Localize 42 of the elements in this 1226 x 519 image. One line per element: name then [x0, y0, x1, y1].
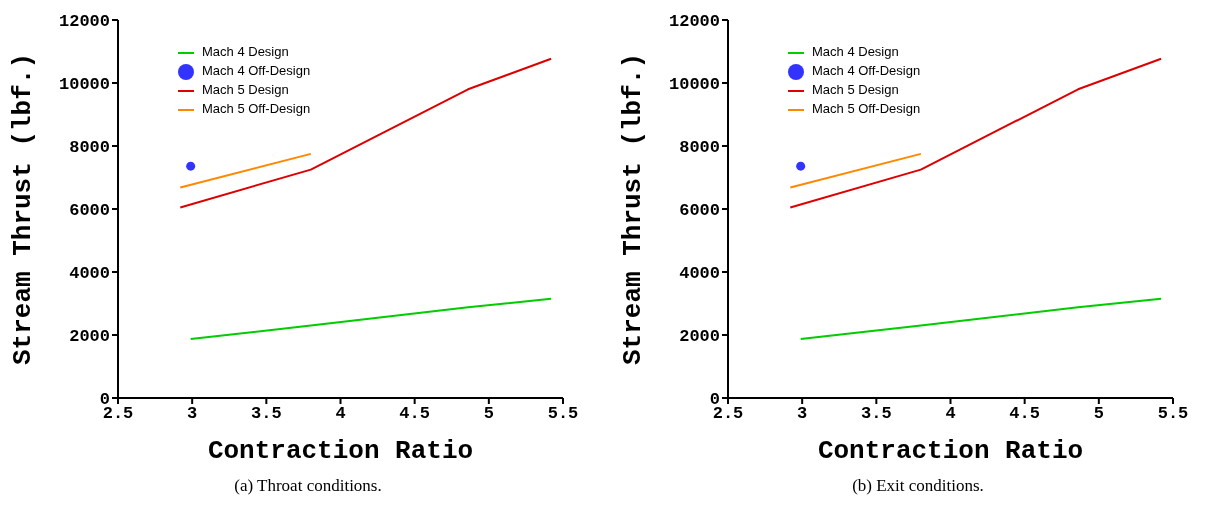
legend-label: Mach 4 Design [812, 44, 899, 59]
line-series [789, 57, 1163, 209]
x-axis-title: Contraction Ratio [207, 436, 474, 466]
y-tick-label: 4000 [69, 264, 110, 284]
y-tick-label: 8000 [679, 138, 720, 158]
y-tick-label: 10000 [58, 75, 110, 95]
line-series [799, 297, 1163, 341]
y-axis-title: Stream Thrust (lbf.) [618, 52, 649, 366]
x-tick-label: 4 [945, 404, 956, 424]
legend-label: Mach 4 Off-Design [812, 63, 921, 78]
y-tick-label: 2000 [69, 327, 110, 347]
x-tick-label: 3.5 [251, 404, 282, 424]
y-axis-title: Stream Thrust (lbf.) [8, 52, 39, 366]
x-tick-label: 5.5 [547, 404, 579, 424]
y-tick-label: 10000 [668, 75, 720, 95]
legend-label: Mach 4 Design [202, 44, 289, 59]
x-tick-label: 3 [187, 404, 198, 424]
legend-label: Mach 5 Design [202, 82, 289, 97]
line-series [179, 57, 553, 209]
y-tick-label: 6000 [69, 201, 110, 221]
legend-label: Mach 5 Design [812, 82, 899, 97]
text: (a) Throat conditions. [233, 476, 383, 496]
y-tick-label: 6000 [679, 201, 720, 221]
y-tick-label: 4000 [679, 264, 720, 284]
y-tick-label: 2000 [679, 327, 720, 347]
y-tick-label: 12000 [668, 12, 720, 32]
y-tick-label: 8000 [69, 138, 110, 158]
legend-label: Mach 4 Off-Design [202, 63, 311, 78]
legend-label: Mach 5 Off-Design [202, 101, 311, 116]
y-tick-label: 12000 [58, 12, 110, 32]
line-series [189, 297, 553, 341]
x-tick-label: 3 [797, 404, 808, 424]
x-tick-label: 4 [335, 404, 346, 424]
text: (b) Exit conditions. [851, 476, 985, 496]
x-tick-label: 5.5 [1157, 404, 1189, 424]
x-tick-label: 5 [1093, 404, 1104, 424]
x-tick-label: 5 [483, 404, 494, 424]
x-tick-label: 4.5 [399, 404, 430, 424]
legend-label: Mach 5 Off-Design [812, 101, 921, 116]
x-axis-title: Contraction Ratio [817, 436, 1084, 466]
x-tick-label: 4.5 [1009, 404, 1040, 424]
x-tick-label: 3.5 [861, 404, 892, 424]
